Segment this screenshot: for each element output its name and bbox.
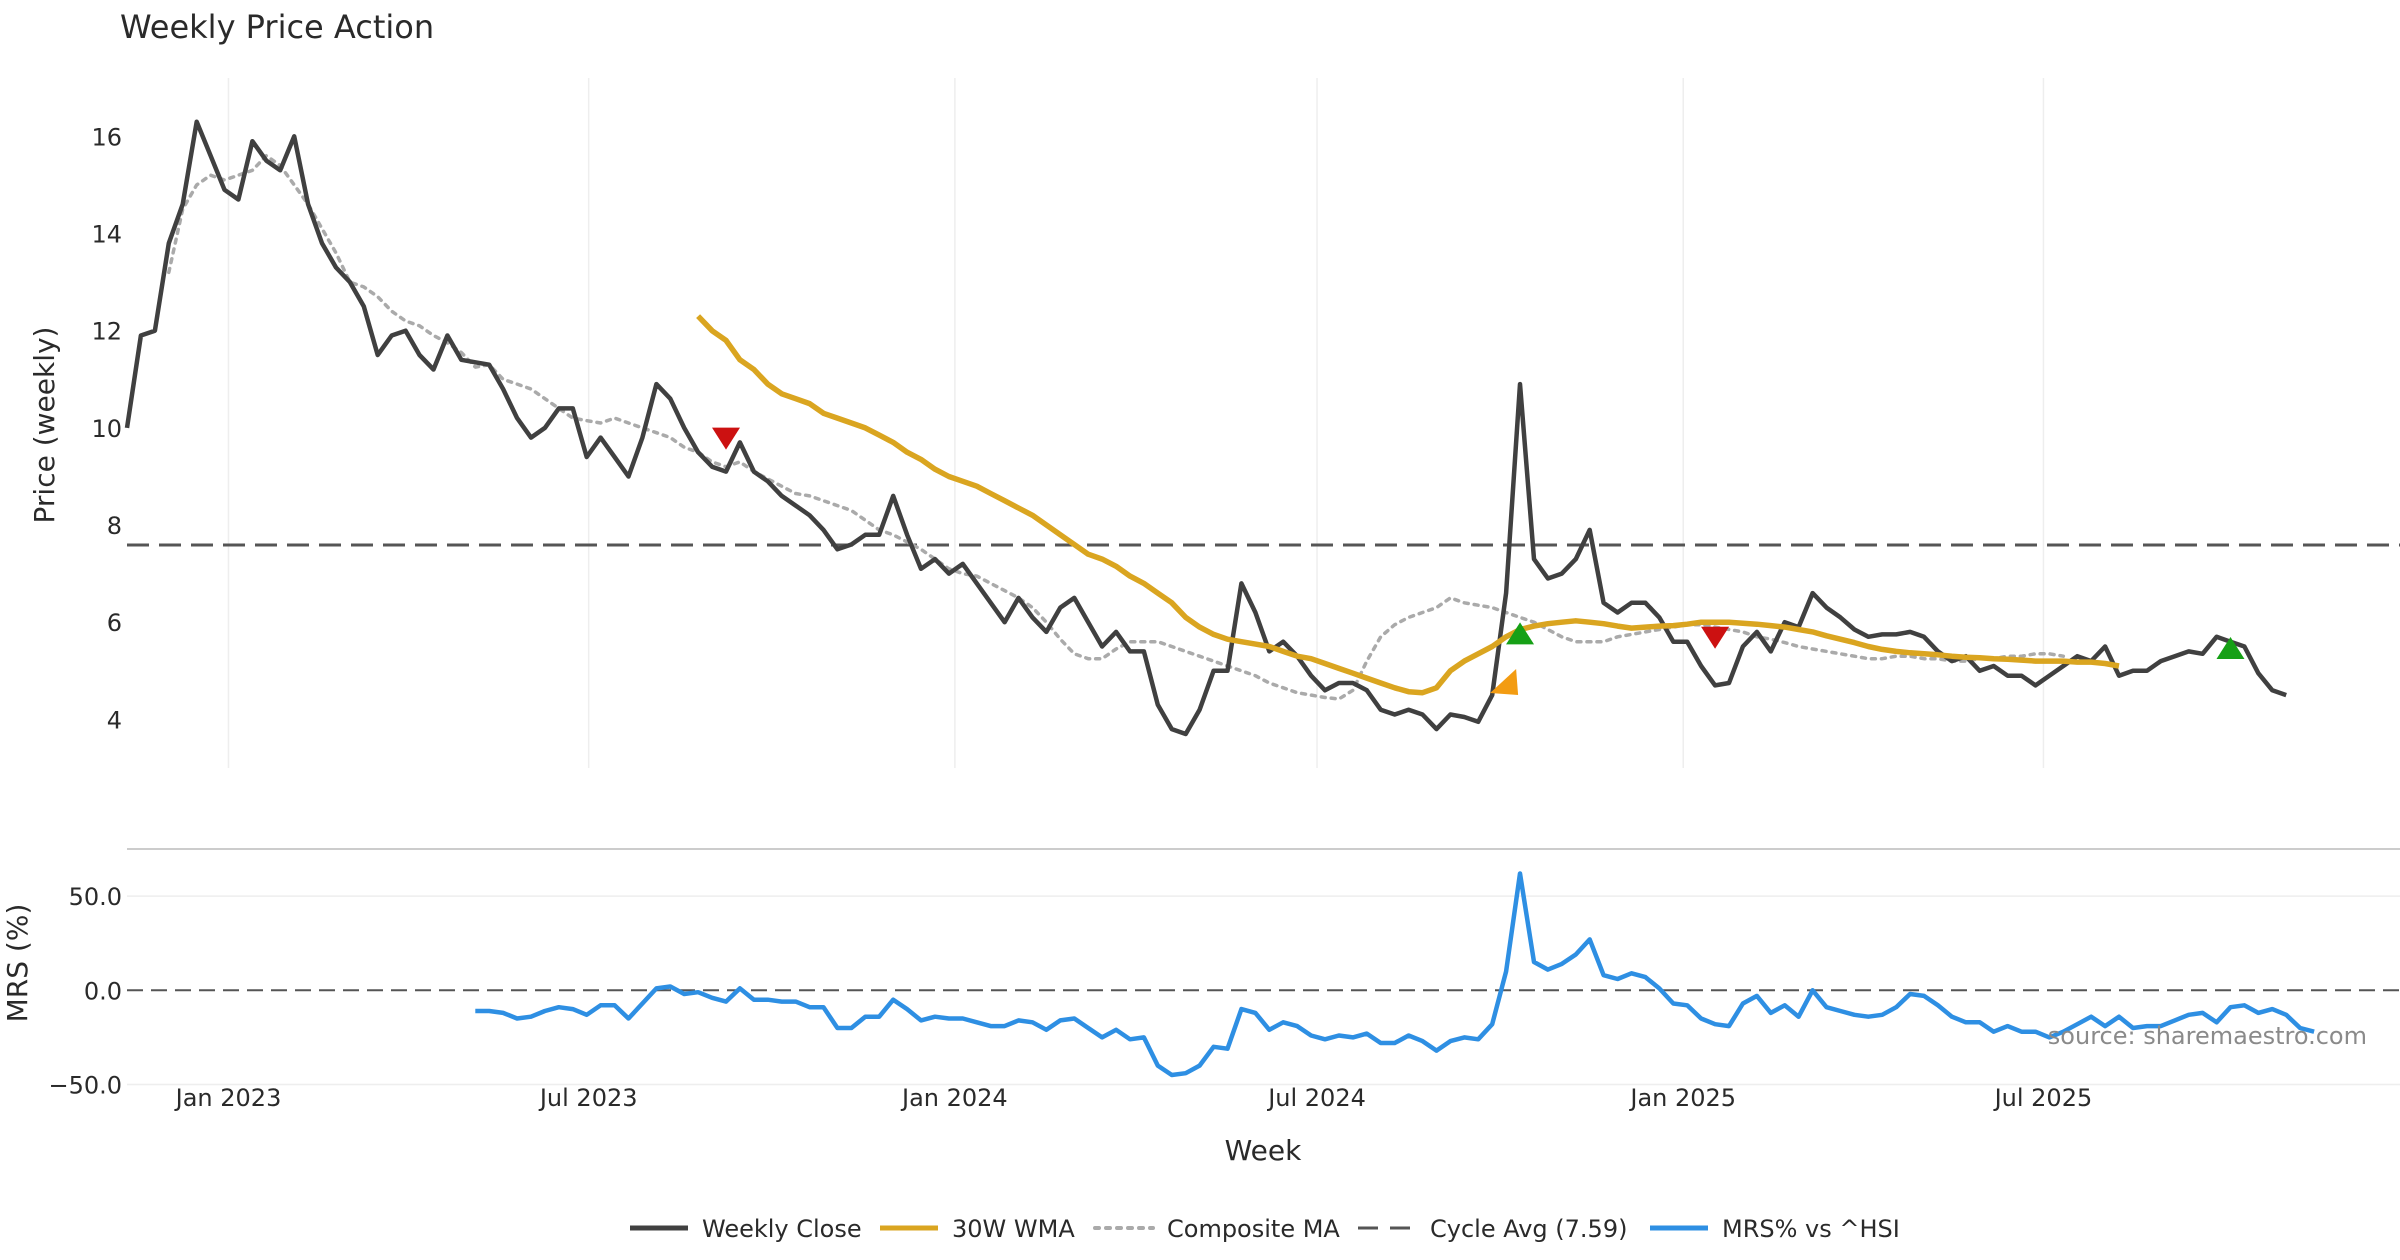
- mrs-y-tick-label: −50.0: [48, 1071, 122, 1099]
- price-y-tick-label: 12: [91, 318, 122, 346]
- x-tick-label: Jan 2025: [1628, 1084, 1736, 1112]
- sell-signal-marker: [1701, 626, 1730, 649]
- signal-markers: [712, 427, 2245, 695]
- legend-label-close: Weekly Close: [702, 1215, 862, 1243]
- entry-signal-marker: [1490, 668, 1519, 695]
- x-tick-label: Jul 2024: [1266, 1084, 1366, 1112]
- price-y-ticks: 4 6 8 10 12 14 16: [91, 123, 122, 734]
- x-tick-label: Jan 2024: [900, 1084, 1008, 1112]
- price-series: [124, 119, 2287, 737]
- price-y-tick-label: 8: [107, 512, 122, 540]
- series-line-wma: [696, 314, 2120, 696]
- mrs-series: [475, 871, 2315, 1078]
- legend-label-wma: 30W WMA: [952, 1215, 1075, 1243]
- price-grid: [227, 78, 2045, 768]
- buy-signal-marker: [1506, 622, 1535, 645]
- x-tick-label: Jan 2023: [174, 1084, 282, 1112]
- price-y-tick-label: 14: [91, 220, 122, 248]
- x-tick-label: Jul 2023: [538, 1084, 638, 1112]
- price-y-axis-label: Price (weekly): [28, 327, 61, 524]
- chart-title: Weekly Price Action: [120, 8, 434, 46]
- price-y-tick-label: 16: [91, 123, 122, 151]
- mrs-grid: [127, 895, 2400, 1086]
- mrs-y-ticks: 50.0 0.0 −50.0: [48, 883, 122, 1099]
- x-tick-label: Jul 2025: [1993, 1084, 2093, 1112]
- mrs-y-tick-label: 0.0: [84, 977, 122, 1005]
- legend-label-composite: Composite MA: [1167, 1215, 1340, 1243]
- mrs-y-tick-label: 50.0: [69, 883, 122, 911]
- x-ticks: Jan 2023 Jul 2023 Jan 2024 Jul 2024 Jan 2025…: [174, 1084, 2093, 1112]
- series-line-composite: [167, 153, 2066, 701]
- sell-signal-marker: [712, 427, 741, 450]
- reference-lines: [127, 543, 2400, 992]
- price-y-tick-label: 6: [107, 609, 122, 637]
- price-y-tick-label: 10: [91, 415, 122, 443]
- legend-label-mrs: MRS% vs ^HSI: [1722, 1215, 1900, 1243]
- x-axis-label: Week: [1225, 1134, 1302, 1167]
- price-y-tick-label: 4: [107, 706, 122, 734]
- series-line-mrs: [475, 871, 2315, 1078]
- series-line-close: [124, 119, 2287, 737]
- mrs-y-axis-label: MRS (%): [1, 904, 34, 1023]
- source-note: source: sharemaestro.com: [2048, 1022, 2367, 1050]
- buy-signal-marker: [2216, 636, 2245, 659]
- legend: Weekly Close 30W WMA Composite MA Cycle Avg…: [630, 1215, 1900, 1243]
- legend-label-cycle: Cycle Avg (7.59): [1430, 1215, 1627, 1243]
